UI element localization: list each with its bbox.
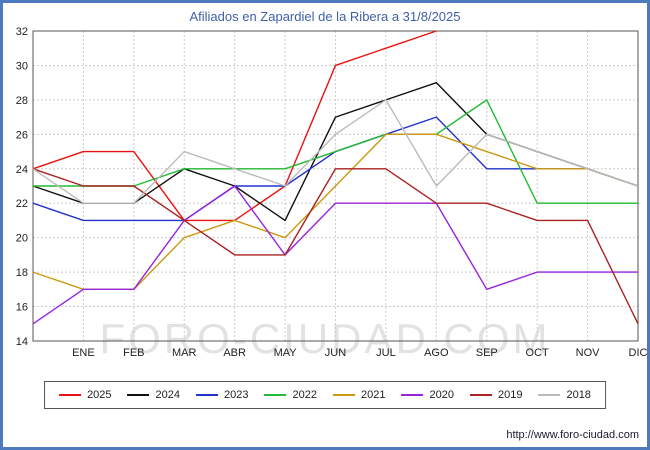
- chart-title: Afiliados en Zapardiel de la Ribera a 31…: [189, 9, 461, 24]
- legend-item-2025: 2025: [59, 389, 112, 401]
- legend-item-2019: 2019: [469, 389, 523, 401]
- x-tick-label: ABR: [223, 347, 246, 359]
- x-tick-label: OCT: [526, 347, 550, 359]
- series-line-2020: [32, 185, 638, 325]
- x-tick-label: ENE: [72, 347, 95, 359]
- y-tick-label: 30: [16, 60, 28, 72]
- x-tick-label: JUN: [325, 347, 346, 359]
- legend-label: 2018: [566, 389, 591, 401]
- legend-swatch-2025: [59, 394, 82, 396]
- y-tick-label: 26: [16, 129, 28, 141]
- legend-item-2021: 2021: [333, 389, 385, 401]
- x-tick-label: FEB: [123, 347, 144, 359]
- legend: 2025 2024 2023 2022 2021 2020 2019 2018: [44, 381, 606, 409]
- legend-item-2022: 2022: [264, 389, 317, 401]
- legend-swatch-2018: [538, 394, 561, 396]
- y-tick-label: 20: [16, 233, 28, 245]
- x-tick-label: MAY: [274, 347, 298, 359]
- y-tick-label: 24: [16, 164, 28, 176]
- y-tick-label: 28: [16, 95, 28, 107]
- legend-label: 2021: [361, 389, 386, 401]
- legend-swatch-2023: [196, 394, 219, 396]
- legend-item-2018: 2018: [538, 389, 591, 401]
- y-tick-label: 16: [16, 302, 28, 314]
- legend-swatch-2024: [127, 394, 150, 396]
- series-lines: [32, 30, 639, 325]
- y-tick-label: 32: [16, 26, 28, 38]
- legend-label: 2024: [155, 389, 181, 401]
- x-tick-label: DIC: [629, 347, 648, 359]
- legend-swatch-2022: [264, 394, 287, 396]
- line-chart: 14 16 18 20 22 24 26 28 30 32 ENE FEB MAR ABR MAY JUN JU…: [16, 26, 648, 359]
- footer-url-link[interactable]: http://www.foro-ciudad.com: [506, 429, 639, 441]
- legend-item-2024: 2024: [127, 389, 181, 401]
- x-tick-label: NOV: [576, 347, 601, 359]
- legend-swatch-2020: [401, 394, 424, 396]
- x-tick-label: AGO: [424, 347, 449, 359]
- y-tick-label: 18: [16, 267, 28, 279]
- legend-swatch-2019: [469, 394, 492, 396]
- series-line-2018: [32, 99, 639, 204]
- y-tick-label: 22: [16, 198, 28, 210]
- legend-swatch-2021: [333, 394, 355, 396]
- legend-label: 2022: [292, 389, 317, 401]
- legend-label: 2023: [224, 389, 249, 401]
- legend-item-2023: 2023: [196, 389, 249, 401]
- legend-label: 2019: [497, 389, 523, 401]
- series-line-2019: [32, 168, 639, 325]
- legend-item-2020: 2020: [401, 389, 454, 401]
- x-tick-label: SEP: [476, 347, 498, 359]
- y-tick-label: 14: [16, 336, 28, 348]
- legend-label: 2020: [429, 389, 454, 401]
- x-tick-label: JUL: [376, 347, 396, 359]
- x-tick-label: MAR: [172, 347, 197, 359]
- legend-label: 2025: [87, 389, 112, 401]
- axis-labels: 14 16 18 20 22 24 26 28 30 32 ENE FEB MAR ABR MAY JUN JU…: [16, 26, 648, 359]
